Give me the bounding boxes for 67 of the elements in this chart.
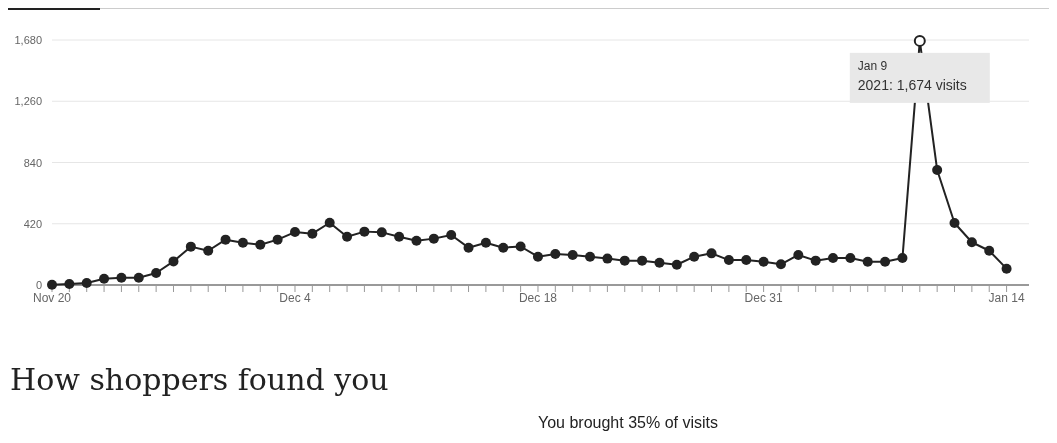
y-tick-label: 1,260 xyxy=(14,95,42,108)
point xyxy=(758,256,769,267)
point xyxy=(64,278,75,289)
point xyxy=(324,217,335,228)
point xyxy=(567,249,578,260)
point xyxy=(637,255,648,266)
point xyxy=(1001,263,1012,274)
x-tick-label: Dec 18 xyxy=(518,291,558,305)
y-tick-label: 420 xyxy=(23,217,42,230)
point xyxy=(203,245,214,256)
x-tick-label: Dec 4 xyxy=(279,291,311,305)
point xyxy=(862,256,873,267)
point xyxy=(255,239,266,250)
point xyxy=(133,272,144,283)
point xyxy=(289,227,300,238)
point xyxy=(775,259,786,270)
point xyxy=(932,164,943,175)
point xyxy=(532,251,543,262)
point xyxy=(741,255,752,266)
point xyxy=(602,253,613,264)
point xyxy=(463,242,474,253)
point xyxy=(411,235,422,246)
y-tick-label: 840 xyxy=(23,156,42,169)
point xyxy=(498,242,509,253)
point xyxy=(376,227,387,238)
point xyxy=(585,251,596,262)
point xyxy=(723,255,734,266)
point xyxy=(185,241,196,252)
point xyxy=(897,253,908,264)
x-tick-label: Dec 31 xyxy=(744,291,783,305)
point xyxy=(359,226,370,237)
point xyxy=(168,256,179,267)
point xyxy=(949,218,960,229)
point xyxy=(550,248,561,259)
point xyxy=(793,249,804,260)
point xyxy=(394,231,405,242)
point xyxy=(966,237,977,248)
point xyxy=(671,259,682,270)
y-tick-label: 1,680 xyxy=(14,34,42,46)
point xyxy=(151,268,162,279)
point xyxy=(428,233,439,244)
point xyxy=(237,237,248,248)
x-tick-label: Nov 20 xyxy=(32,291,72,305)
point xyxy=(220,234,231,245)
point xyxy=(880,256,891,267)
x-tick-label: Jan 14 xyxy=(988,291,1025,305)
y-tick-label: 0 xyxy=(35,279,42,291)
point xyxy=(81,277,92,288)
point xyxy=(307,228,318,239)
text: How shoppers found you xyxy=(10,362,389,397)
point xyxy=(99,273,110,284)
point xyxy=(515,241,526,252)
point xyxy=(654,257,665,268)
point xyxy=(984,245,995,256)
text: You brought 35% of visits xyxy=(538,414,718,431)
point xyxy=(116,272,127,283)
point xyxy=(828,253,839,264)
point xyxy=(706,248,717,259)
point xyxy=(342,231,353,242)
annotation: Jan 9 2021: 1,674 visits xyxy=(857,58,967,93)
point xyxy=(480,237,491,248)
point xyxy=(446,229,457,240)
point xyxy=(272,234,283,245)
point xyxy=(810,255,821,266)
point xyxy=(845,253,856,264)
point xyxy=(689,251,700,262)
point xyxy=(619,255,630,266)
